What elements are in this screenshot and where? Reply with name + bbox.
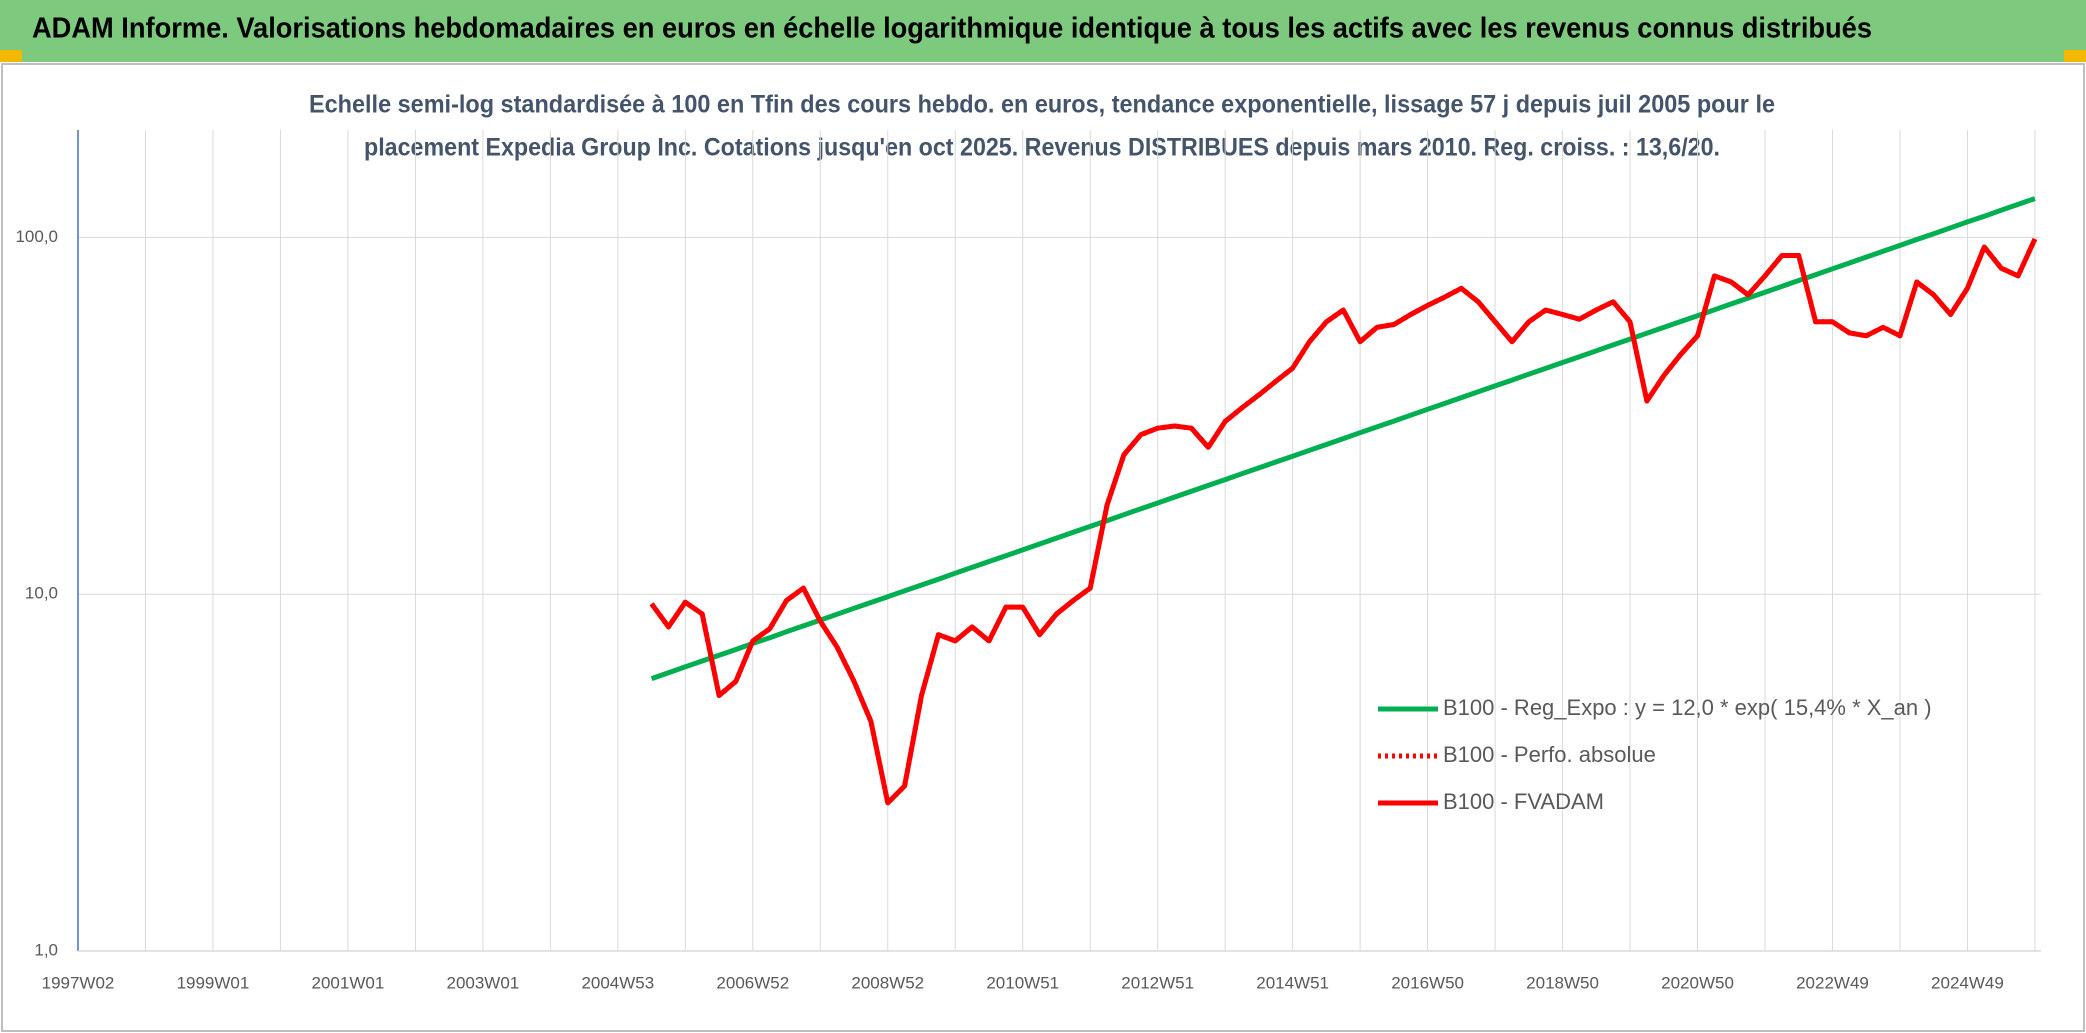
x-tick-label: 1999W01: [177, 973, 250, 992]
x-tick-label: 2001W01: [312, 973, 385, 992]
plot-area: 1,0 10,0 100,0 1997W02 1999W01 2001W01 2003W01…: [15, 130, 2041, 992]
series-line: [649, 237, 2038, 806]
legend-label: B100 - Reg_Expo : y = 12,0 * exp( 15,4% …: [1443, 695, 1932, 720]
legend-label: B100 - FVADAM: [1443, 789, 1604, 814]
y-tick-label: 10,0: [25, 584, 58, 603]
x-tick-label: 1997W02: [42, 973, 115, 992]
x-tick-label: 2018W50: [1526, 973, 1599, 992]
x-tick-label: 2008W52: [851, 973, 924, 992]
y-tick-label: 100,0: [15, 227, 58, 246]
legend-label: B100 - Perfo. absolue: [1443, 742, 1656, 767]
x-tick-label: 2014W51: [1256, 973, 1329, 992]
header-bar: [0, 0, 2086, 62]
chart-title: ADAM Informe. Valorisations hebdomadaire…: [32, 13, 1872, 45]
x-tick-label: 2022W49: [1796, 973, 1869, 992]
chart-subtitle: Echelle semi-log standardisée à 100 en T…: [309, 91, 1775, 119]
x-tick-label: 2006W52: [716, 973, 789, 992]
x-tick-label: 2016W50: [1391, 973, 1464, 992]
y-tick-label: 1,0: [34, 940, 58, 959]
x-tick-label: 2010W51: [986, 973, 1059, 992]
chart-subtitle: placement Expedia Group Inc. Cotations j…: [364, 134, 1720, 162]
corner: [2064, 50, 2086, 62]
chart-border: [1, 63, 2085, 1032]
x-tick-label: 2024W49: [1931, 973, 2004, 992]
x-tick-label: 2004W53: [581, 973, 654, 992]
x-tick-label: 2012W51: [1121, 973, 1194, 992]
x-tick-label: 2003W01: [446, 973, 519, 992]
corner: [0, 50, 22, 62]
x-tick-label: 2020W50: [1661, 973, 1734, 992]
